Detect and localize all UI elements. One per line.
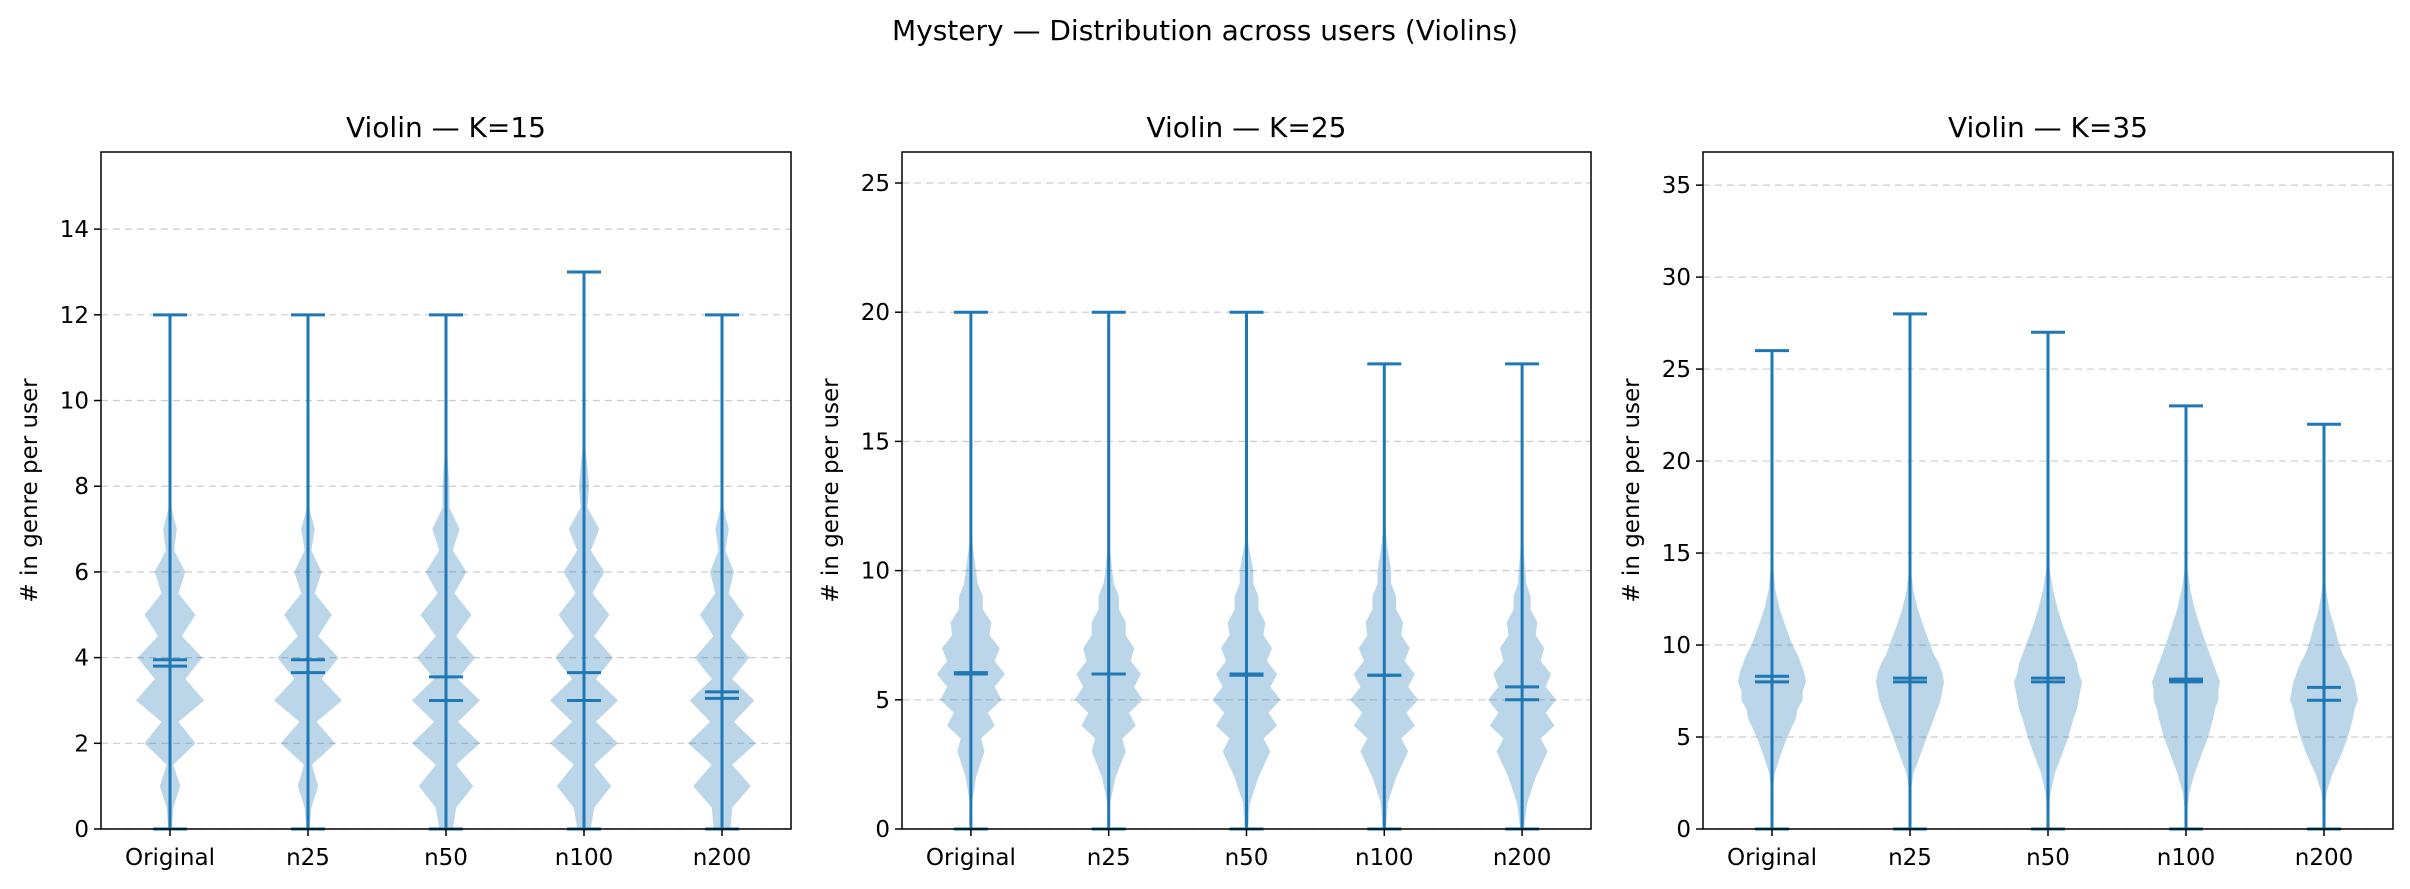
x-tick-label: n100 — [555, 845, 613, 871]
y-axis-label: # in genre per user — [818, 378, 844, 603]
x-tick-label: n50 — [1225, 845, 1269, 871]
figure-suptitle: Mystery — Distribution across users (Vio… — [892, 14, 1518, 47]
y-tick-label: 5 — [1676, 725, 1691, 751]
y-tick-label: 10 — [60, 389, 89, 415]
x-tick-label: Original — [926, 845, 1016, 871]
x-tick-label: n50 — [2026, 845, 2070, 871]
y-tick-label: 5 — [875, 688, 890, 714]
y-tick-label: 10 — [861, 559, 890, 585]
x-tick-label: Original — [125, 845, 215, 871]
y-tick-label: 6 — [74, 560, 89, 586]
panel-title: Violin — K=35 — [1948, 111, 2148, 144]
x-tick-label: n200 — [1493, 845, 1551, 871]
y-tick-label: 0 — [74, 817, 89, 843]
y-tick-label: 15 — [861, 429, 890, 455]
y-tick-label: 0 — [875, 817, 890, 843]
y-tick-label: 4 — [74, 646, 89, 672]
y-tick-label: 8 — [74, 474, 89, 500]
violin-panels: 0 2 4 6 8 10 12 14 Original n25 n50 n100 n200 Violin … — [17, 111, 2394, 871]
x-tick-label: n100 — [1355, 845, 1413, 871]
y-tick-label: 14 — [60, 217, 89, 243]
y-tick-label: 0 — [1676, 817, 1691, 843]
y-tick-label: 10 — [1662, 633, 1691, 659]
y-tick-label: 30 — [1662, 265, 1691, 291]
x-tick-label: n25 — [286, 845, 330, 871]
violin-panel-3: 0 5 10 15 20 25 30 35 Original n25 n50 n100 n200 Viol… — [1619, 111, 2394, 871]
panel-title: Violin — K=25 — [1146, 111, 1346, 144]
x-tick-label: n50 — [424, 845, 468, 871]
y-axis-label: # in genre per user — [1619, 378, 1645, 603]
y-tick-label: 25 — [861, 171, 890, 197]
y-tick-label: 25 — [1662, 357, 1691, 383]
y-tick-label: 20 — [1662, 449, 1691, 475]
x-tick-label: n200 — [693, 845, 751, 871]
x-tick-label: n100 — [2157, 845, 2215, 871]
violin-panel-2: 0 5 10 15 20 25 Original n25 n50 n100 n200 Violin —… — [818, 111, 1592, 871]
violin-panel-1: 0 2 4 6 8 10 12 14 Original n25 n50 n100 n200 Violin … — [17, 111, 792, 871]
y-axis-label: # in genre per user — [17, 378, 43, 603]
y-tick-label: 12 — [60, 303, 89, 329]
y-tick-label: 35 — [1662, 173, 1691, 199]
x-tick-label: Original — [1727, 845, 1817, 871]
x-tick-label: n200 — [2295, 845, 2353, 871]
panel-title: Violin — K=15 — [346, 111, 546, 144]
y-tick-label: 15 — [1662, 541, 1691, 567]
y-tick-label: 2 — [74, 731, 89, 757]
x-tick-label: n25 — [1888, 845, 1932, 871]
y-tick-label: 20 — [861, 300, 890, 326]
x-tick-label: n25 — [1087, 845, 1131, 871]
